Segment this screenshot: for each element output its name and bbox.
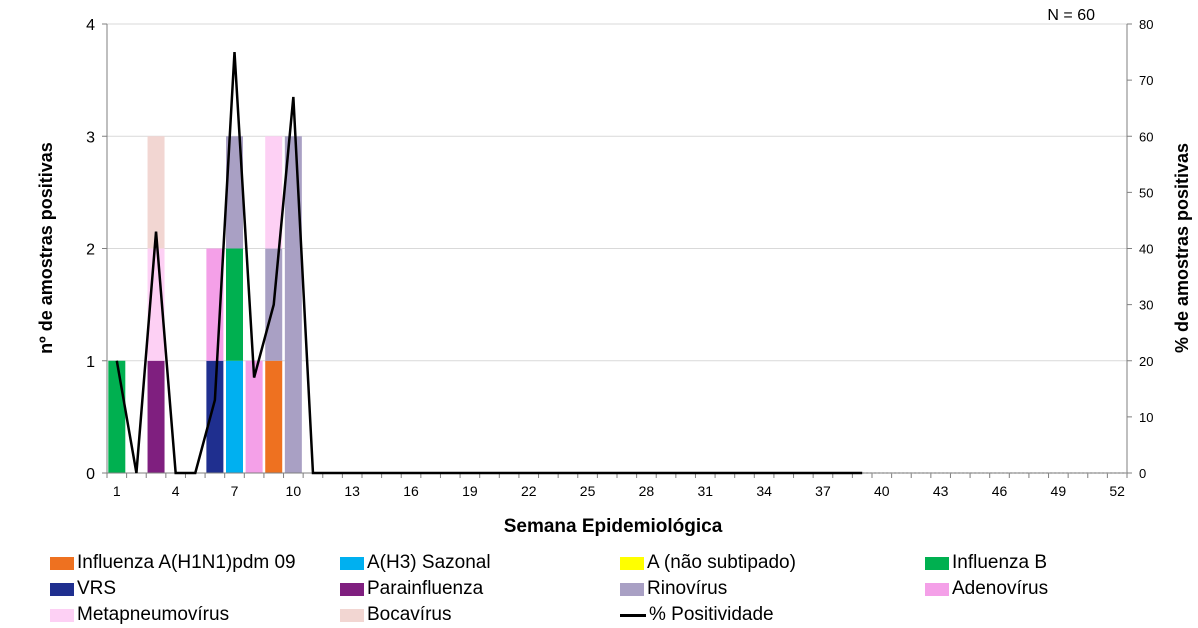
bar-segment <box>206 360 224 473</box>
legend-item: Parainfluenza <box>340 576 483 602</box>
x-tick-label: 13 <box>344 483 360 499</box>
sample-count-annotation: N = 60 <box>1047 7 1095 24</box>
x-tick-label: 43 <box>933 483 949 499</box>
legend-label: Bocavírus <box>367 604 452 625</box>
legend-swatch <box>620 556 644 570</box>
x-axis-title: Semana Epidemiológica <box>504 516 723 537</box>
y2-tick-label: 40 <box>1139 242 1153 257</box>
y-tick-label: 3 <box>86 129 95 146</box>
legend-item: Bocavírus <box>340 602 451 628</box>
x-tick-label: 4 <box>172 483 180 499</box>
x-tick-label: 40 <box>874 483 890 499</box>
y-tick-label: 1 <box>86 354 95 371</box>
legend-swatch <box>340 556 364 570</box>
legend-swatch <box>925 582 949 596</box>
legend-label: Influenza A(H1N1)pdm 09 <box>77 552 296 573</box>
bar-segment <box>265 360 283 473</box>
bar-segment <box>245 360 263 473</box>
legend-swatch <box>340 608 364 622</box>
bar-segment <box>147 136 165 249</box>
x-tick-label: 52 <box>1109 483 1125 499</box>
y2-tick-label: 0 <box>1139 466 1146 481</box>
legend-label: Influenza B <box>952 552 1048 573</box>
y2-tick-label: 70 <box>1139 73 1153 88</box>
legend-item: A (não subtipado) <box>620 550 796 576</box>
legend-swatch <box>925 556 949 570</box>
legend: Influenza A(H1N1)pdm 09 A(H3) Sazonal A (n… <box>50 550 1180 628</box>
y2-tick-label: 50 <box>1139 185 1153 200</box>
y-tick-label: 4 <box>86 17 95 34</box>
x-tick-label: 7 <box>231 483 239 499</box>
legend-line-swatch <box>620 613 646 617</box>
y-tick-label: 2 <box>86 242 95 259</box>
y-tick-label: 0 <box>86 466 95 483</box>
legend-item: Adenovírus <box>925 576 1048 602</box>
x-tick-label: 1 <box>113 483 121 499</box>
legend-item: % Positividade <box>620 602 774 628</box>
legend-item: Metapneumovírus <box>50 602 229 628</box>
y2-tick-label: 60 <box>1139 129 1153 144</box>
legend-label: Adenovírus <box>952 578 1049 599</box>
positivity-line <box>115 51 863 475</box>
legend-item: Influenza B <box>925 550 1047 576</box>
x-tick-label: 34 <box>756 483 772 499</box>
legend-swatch <box>340 582 364 596</box>
x-tick-label: 46 <box>992 483 1008 499</box>
x-tick-label: 37 <box>815 483 831 499</box>
y2-tick-label: 10 <box>1139 410 1153 425</box>
y2-axis-title: % de amostras positivas <box>1172 143 1192 353</box>
bar-segment <box>108 360 126 473</box>
bar-segment <box>226 360 243 473</box>
bar-segment <box>147 360 165 473</box>
legend-label: Parainfluenza <box>367 578 484 599</box>
bar-segment <box>265 136 283 249</box>
x-tick-label: 31 <box>697 483 713 499</box>
x-tick-label: 25 <box>580 483 596 499</box>
legend-swatch <box>50 608 74 622</box>
positivity-line-layer <box>115 51 863 475</box>
legend-label: Rinovírus <box>647 578 728 599</box>
legend-swatch <box>50 556 74 570</box>
x-tick-label: 16 <box>403 483 419 499</box>
x-tick-label: 10 <box>286 483 302 499</box>
bar-segment <box>226 248 243 361</box>
y2-tick-label: 30 <box>1139 298 1153 313</box>
legend-item: VRS <box>50 576 116 602</box>
legend-label: VRS <box>77 578 117 599</box>
gridlines <box>107 23 1127 362</box>
legend-swatch <box>50 582 74 596</box>
legend-item: Influenza A(H1N1)pdm 09 <box>50 550 296 576</box>
legend-item: Rinovírus <box>620 576 727 602</box>
legend-label: A(H3) Sazonal <box>367 552 491 573</box>
bar-segment <box>226 136 243 249</box>
y2-tick-label: 80 <box>1139 17 1153 32</box>
bar-segment <box>284 136 302 473</box>
y2-tick-label: 20 <box>1139 354 1153 369</box>
legend-label: Metapneumovírus <box>77 604 230 625</box>
x-tick-label: 28 <box>639 483 655 499</box>
legend-item: A(H3) Sazonal <box>340 550 491 576</box>
x-tick-label: 22 <box>521 483 537 499</box>
x-tick-label: 19 <box>462 483 478 499</box>
legend-label: A (não subtipado) <box>647 552 796 573</box>
legend-label: % Positividade <box>649 604 774 625</box>
x-tick-label: 49 <box>1051 483 1067 499</box>
legend-swatch <box>620 582 644 596</box>
y-axis-title: nº de amostras positivas <box>36 142 56 354</box>
